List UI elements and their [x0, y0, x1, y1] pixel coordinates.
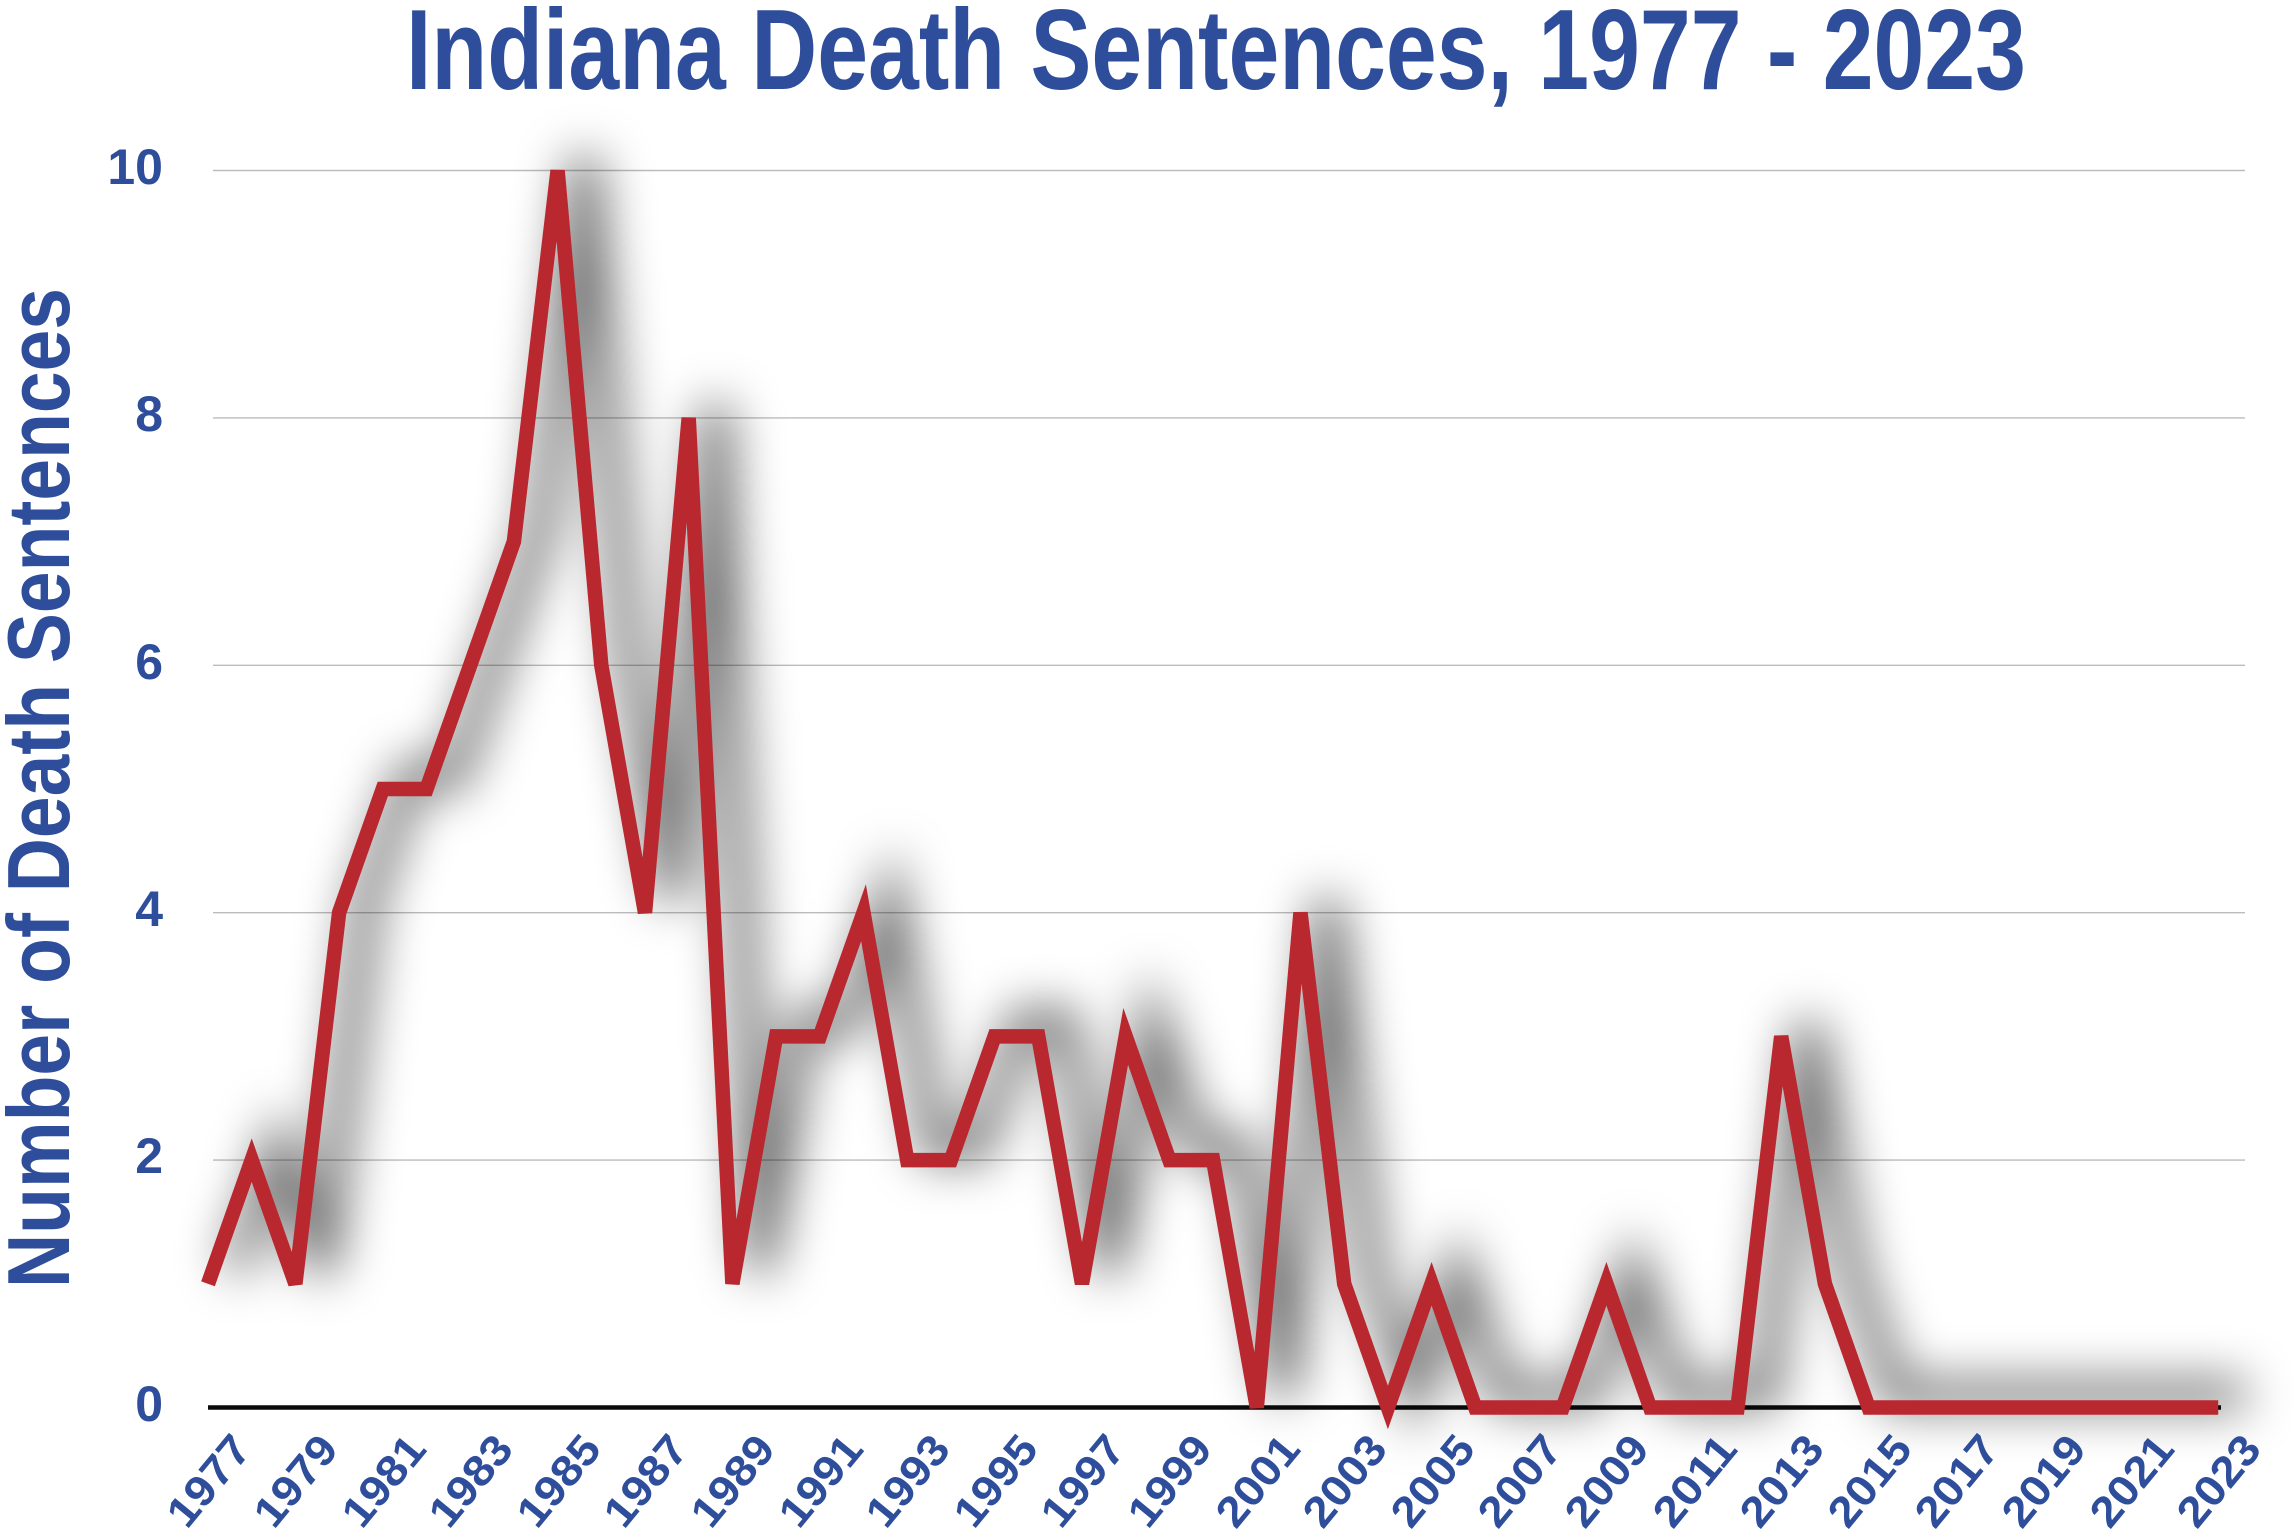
svg-text:1999: 1999 [1119, 1426, 1222, 1537]
svg-text:2011: 2011 [1644, 1426, 1747, 1537]
svg-text:2003: 2003 [1294, 1426, 1397, 1537]
svg-text:2009: 2009 [1556, 1426, 1659, 1537]
svg-text:1985: 1985 [508, 1426, 611, 1537]
svg-text:2015: 2015 [1819, 1426, 1922, 1537]
svg-text:6: 6 [135, 634, 163, 690]
svg-text:1977: 1977 [158, 1426, 261, 1537]
svg-text:2019: 2019 [1993, 1426, 2096, 1537]
svg-text:2013: 2013 [1731, 1426, 1834, 1537]
svg-text:2: 2 [135, 1128, 163, 1184]
svg-text:1979: 1979 [245, 1426, 348, 1537]
svg-text:2001: 2001 [1207, 1426, 1310, 1537]
svg-text:1997: 1997 [1032, 1426, 1135, 1537]
svg-text:Indiana Death Sentences, 1977: Indiana Death Sentences, 1977 - 2023 [406, 0, 2026, 114]
svg-text:1989: 1989 [682, 1426, 785, 1537]
svg-text:1995: 1995 [945, 1426, 1048, 1537]
svg-text:2005: 2005 [1382, 1426, 1485, 1537]
svg-text:2021: 2021 [2081, 1426, 2184, 1537]
svg-text:10: 10 [107, 139, 163, 195]
svg-text:1981: 1981 [333, 1426, 436, 1537]
svg-text:1991: 1991 [770, 1426, 873, 1537]
svg-text:4: 4 [135, 881, 163, 937]
svg-text:2007: 2007 [1469, 1426, 1572, 1537]
svg-text:8: 8 [135, 386, 163, 442]
svg-text:2023: 2023 [2168, 1426, 2271, 1537]
svg-text:1983: 1983 [420, 1426, 523, 1537]
svg-text:0: 0 [135, 1376, 163, 1432]
svg-text:Number of Death Sentences: Number of Death Sentences [0, 288, 88, 1288]
svg-text:2017: 2017 [1906, 1426, 2009, 1537]
svg-text:1993: 1993 [857, 1426, 960, 1537]
svg-text:1987: 1987 [595, 1426, 698, 1537]
